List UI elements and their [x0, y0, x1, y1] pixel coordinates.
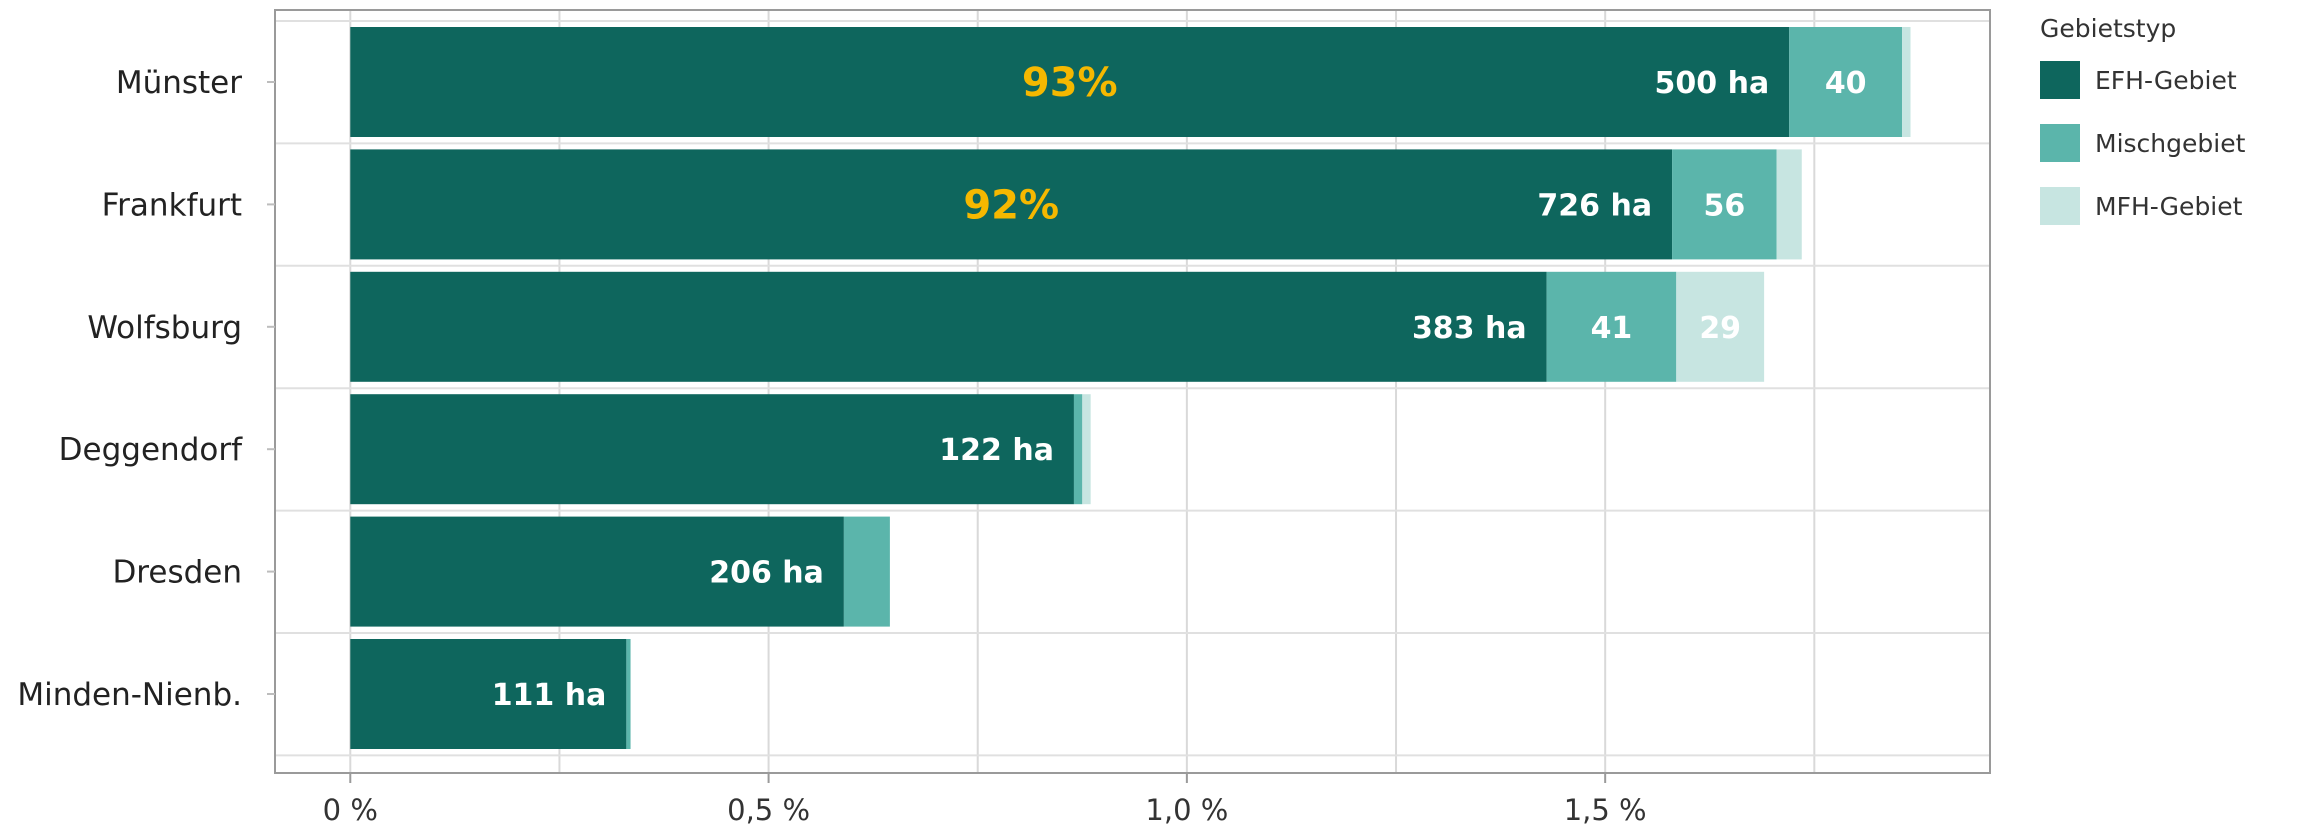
category-label: Wolfsburg	[87, 310, 242, 346]
category-label: Minden-Nienb.	[17, 677, 242, 713]
category-label: Frankfurt	[102, 187, 242, 223]
bar-segment-mfh	[1902, 27, 1911, 137]
bar-segment-efh	[350, 516, 844, 627]
bars	[350, 27, 1911, 749]
bar-segment-misch	[843, 516, 890, 627]
data-label-efh: 726 ha	[1537, 188, 1652, 223]
x-tick-label: 0 %	[323, 793, 378, 827]
bar-segment-mfh	[1676, 271, 1765, 382]
bar-segment-efh	[350, 149, 1673, 260]
axes: 0 % 0,5 % 1,0 % 1,5 % Münster Frankfurt Wolfsb…	[17, 9, 1991, 827]
legend-label-misch: Mischgebiet	[2095, 128, 2246, 158]
bar-segment-mfh	[1082, 394, 1091, 505]
legend-swatch-efh	[2040, 61, 2080, 99]
bar-labels: 500 ha 40 93% 726 ha 56 92% 383 ha 41 29 122 ha 20…	[492, 60, 1867, 713]
category-label: Münster	[116, 65, 242, 101]
legend-title: Gebietstyp	[2040, 14, 2177, 43]
data-label-share: 93%	[1022, 60, 1118, 106]
bar-segment-efh	[350, 394, 1074, 505]
bar-segment-misch	[1789, 27, 1903, 137]
data-label-efh: 383 ha	[1412, 311, 1527, 346]
category-label: Dresden	[112, 555, 242, 591]
bar-segment-misch	[1546, 271, 1677, 382]
legend-label-mfh: MFH-Gebiet	[2095, 191, 2243, 221]
data-label-misch: 56	[1704, 188, 1746, 223]
bar-segment-efh	[350, 27, 1790, 137]
bar-segment-misch	[1672, 149, 1777, 260]
bar-segment-misch	[626, 639, 631, 749]
data-label-misch: 40	[1825, 66, 1867, 101]
data-label-efh: 111 ha	[492, 678, 607, 713]
bar-segment-efh	[350, 639, 627, 749]
bar-segment-misch	[1073, 394, 1083, 505]
data-label-efh: 500 ha	[1655, 66, 1770, 101]
legend-item-efh: EFH-Gebiet	[2040, 61, 2245, 99]
data-label-mfh: 29	[1699, 311, 1741, 346]
grid-lines	[275, 10, 1990, 773]
legend-swatch-misch	[2040, 124, 2080, 162]
data-label-efh: 206 ha	[709, 556, 824, 591]
bar-segment-efh	[350, 271, 1547, 382]
bar-segment-mfh	[1776, 149, 1802, 260]
legend-label-efh: EFH-Gebiet	[2095, 65, 2237, 95]
category-label: Deggendorf	[59, 432, 243, 468]
legend: Gebietstyp EFH-Gebiet Mischgebiet MFH-Ge…	[2040, 14, 2245, 250]
x-tick-label: 1,0 %	[1145, 793, 1228, 827]
legend-item-misch: Mischgebiet	[2040, 124, 2245, 162]
data-label-misch: 41	[1591, 311, 1633, 346]
x-tick-label: 0,5 %	[727, 793, 810, 827]
legend-item-mfh: MFH-Gebiet	[2040, 187, 2245, 225]
data-label-efh: 122 ha	[939, 433, 1054, 468]
legend-swatch-mfh	[2040, 187, 2080, 225]
data-label-share: 92%	[963, 182, 1059, 228]
x-tick-label: 1,5 %	[1564, 793, 1647, 827]
plot-frame	[274, 9, 1991, 774]
